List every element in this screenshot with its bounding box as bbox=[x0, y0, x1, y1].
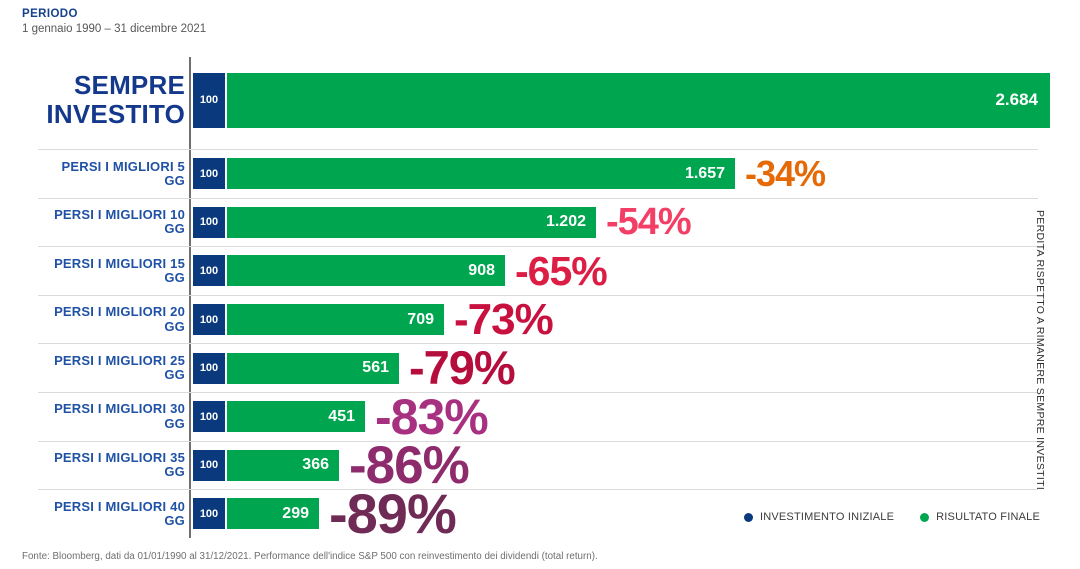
loss-percent: -89% bbox=[329, 482, 457, 546]
legend-label: INVESTIMENTO INIZIALE bbox=[759, 511, 895, 523]
bar-value: 1.202 bbox=[545, 213, 586, 231]
legend-dot bbox=[920, 512, 930, 522]
baseline-axis bbox=[189, 57, 191, 538]
source-note: Fonte: Bloomberg, dati da 01/01/1990 al … bbox=[22, 551, 598, 562]
table-row: PERSI I MIGLIORI 10 GG 100 1.202 -54% bbox=[38, 197, 1038, 247]
row-bar-group: 100 1.202 -54% bbox=[193, 201, 692, 244]
bar-value: 709 bbox=[407, 310, 434, 328]
result-bar: 908 bbox=[227, 255, 505, 287]
always-invested-row: SEMPRE INVESTITO 100 2.684 bbox=[38, 61, 1050, 139]
row-label: PERSI I MIGLIORI 10 GG bbox=[54, 207, 185, 237]
result-bar: 709 bbox=[227, 304, 444, 336]
bar-value: 451 bbox=[328, 407, 355, 425]
result-bar: 299 bbox=[227, 498, 319, 530]
loss-percent: -65% bbox=[515, 247, 608, 294]
table-row: PERSI I MIGLIORI 15 GG 100 908 -65% bbox=[38, 246, 1038, 295]
loss-percent: -86% bbox=[349, 435, 470, 495]
row-label: PERSI I MIGLIORI 35 GG bbox=[54, 450, 185, 480]
row-label: PERSI I MIGLIORI 30 GG bbox=[54, 401, 185, 431]
bar-value: 299 bbox=[282, 504, 309, 522]
table-row: PERSI I MIGLIORI 5 GG 100 1.657 -34% bbox=[38, 149, 1038, 198]
initial-investment-box: 100 bbox=[193, 401, 225, 433]
initial-investment-box: 100 bbox=[193, 498, 225, 530]
row-label: PERSI I MIGLIORI 40 GG bbox=[54, 498, 185, 528]
row-bar-group: 100 709 -73% bbox=[193, 294, 554, 344]
row-bar-group: 100 908 -65% bbox=[193, 247, 608, 294]
bar-value: 366 bbox=[302, 456, 329, 474]
table-row: PERSI I MIGLIORI 30 GG 100 451 -83% bbox=[38, 392, 1038, 441]
loss-percent: -83% bbox=[375, 388, 489, 445]
bar-value: 2.684 bbox=[995, 90, 1038, 109]
row-label: PERSI I MIGLIORI 5 GG bbox=[61, 158, 185, 188]
table-row: PERSI I MIGLIORI 20 GG 100 709 -73% bbox=[38, 294, 1038, 344]
always-result-bar: 2.684 bbox=[227, 72, 1050, 128]
initial-investment-box: 100 bbox=[193, 158, 225, 190]
legend: INVESTIMENTO INIZIALE RISULTATO FINALE bbox=[743, 511, 1040, 523]
initial-investment-box: 100 bbox=[193, 255, 225, 287]
rows: PERSI I MIGLIORI 5 GG 100 1.657 -34% PER… bbox=[38, 149, 1038, 546]
legend-item: RISULTATO FINALE bbox=[920, 511, 1040, 523]
loss-percent: -73% bbox=[454, 294, 554, 344]
always-invested-bar-group: 100 2.684 bbox=[193, 72, 1050, 128]
result-bar: 451 bbox=[227, 401, 365, 433]
initial-investment-box: 100 bbox=[193, 352, 225, 384]
row-bar-group: 100 561 -79% bbox=[193, 341, 516, 395]
row-bar-group: 100 1.657 -34% bbox=[193, 152, 826, 194]
bar-value: 561 bbox=[362, 359, 389, 377]
legend-item: INVESTIMENTO INIZIALE bbox=[743, 511, 895, 523]
loss-percent: -34% bbox=[745, 152, 826, 194]
row-bar-group: 100 299 -89% bbox=[193, 482, 457, 546]
legend-dot bbox=[743, 512, 753, 522]
initial-investment-box: 100 bbox=[193, 449, 225, 481]
period-heading: PERIODO bbox=[22, 8, 78, 20]
row-label: PERSI I MIGLIORI 20 GG bbox=[54, 304, 185, 334]
legend-label: RISULTATO FINALE bbox=[936, 511, 1040, 523]
result-bar: 1.657 bbox=[227, 158, 735, 190]
initial-investment-box: 100 bbox=[193, 72, 225, 128]
bar-value: 908 bbox=[468, 261, 495, 279]
initial-investment-box: 100 bbox=[193, 206, 225, 238]
row-bar-group: 100 451 -83% bbox=[193, 388, 489, 445]
result-bar: 366 bbox=[227, 449, 339, 481]
bar-value: 1.657 bbox=[684, 164, 725, 182]
table-row: PERSI I MIGLIORI 35 GG 100 366 -86% bbox=[38, 435, 1038, 495]
result-bar: 561 bbox=[227, 352, 399, 384]
table-row: PERSI I MIGLIORI 25 GG 100 561 -79% bbox=[38, 343, 1038, 392]
initial-investment-box: 100 bbox=[193, 304, 225, 336]
right-axis-label: PERDITA RISPETTO A RIMANERE SEMPRE INVES… bbox=[1034, 209, 1046, 491]
row-label: PERSI I MIGLIORI 25 GG bbox=[54, 352, 185, 383]
always-invested-label: SEMPRE INVESTITO bbox=[46, 69, 185, 129]
period-header: PERIODO 1 gennaio 1990 – 31 dicembre 202… bbox=[22, 8, 206, 35]
row-label: PERSI I MIGLIORI 15 GG bbox=[54, 255, 185, 285]
row-bar-group: 100 366 -86% bbox=[193, 435, 470, 495]
loss-percent: -79% bbox=[409, 341, 516, 395]
table-row: PERSI I MIGLIORI 40 GG 100 299 -89% bbox=[38, 482, 1038, 546]
period-range: 1 gennaio 1990 – 31 dicembre 2021 bbox=[22, 23, 207, 35]
loss-percent: -54% bbox=[606, 201, 692, 244]
result-bar: 1.202 bbox=[227, 206, 596, 238]
